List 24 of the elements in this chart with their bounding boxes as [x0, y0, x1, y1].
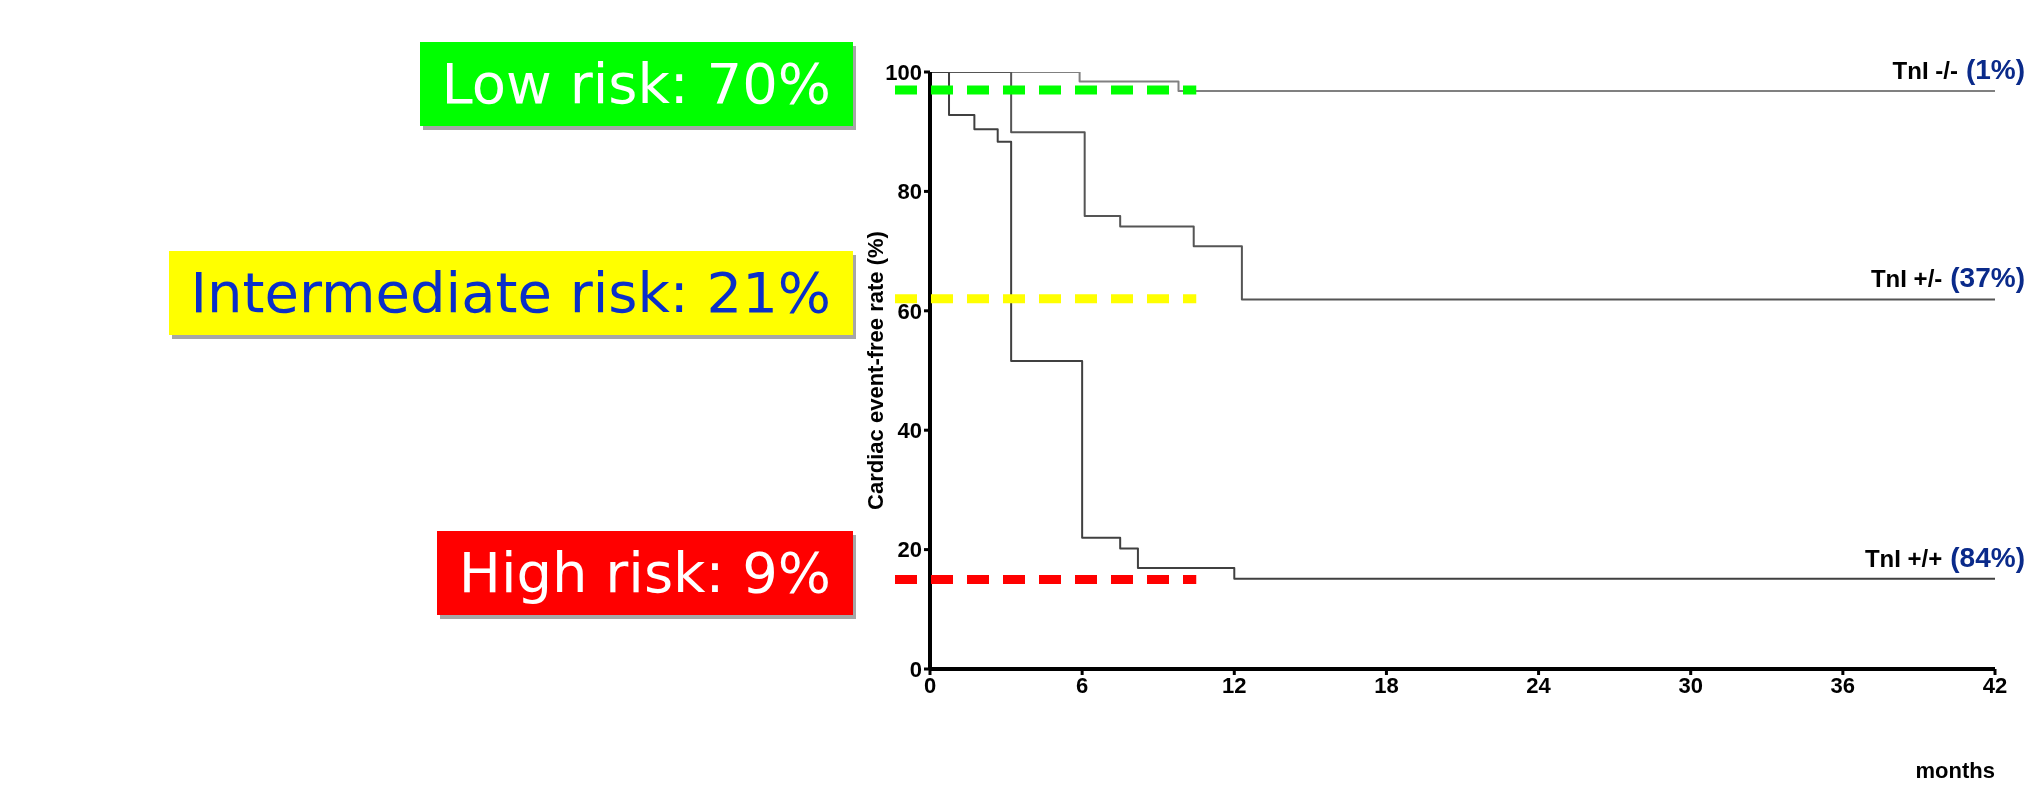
x-tick-label: 42: [1982, 672, 2008, 698]
annotation: (37%): [1950, 262, 2025, 294]
series-label: TnI +/+: [1864, 544, 1943, 572]
x-tick-label: 12: [1222, 672, 1247, 698]
y-tick-label: 100: [885, 59, 922, 85]
text: Intermediate risk: 21%: [168, 250, 853, 335]
x-tick-label: 24: [1526, 672, 1552, 698]
y-axis-title: Cardiac event-free rate (%): [863, 231, 888, 510]
y-tick-label: 0: [909, 656, 922, 682]
x-tick-label: 6: [1076, 672, 1089, 698]
annotation: (84%): [1950, 541, 2025, 573]
y-tick-label: 80: [897, 179, 922, 205]
text: Low risk: 70%: [419, 41, 853, 126]
x-tick-label: 18: [1374, 672, 1399, 698]
x-tick-label: 30: [1678, 672, 1703, 698]
x-axis-title: months: [1915, 758, 1995, 783]
x-tick-label: 36: [1830, 672, 1856, 698]
y-tick-label: 60: [897, 298, 922, 324]
text: High risk: 9%: [436, 531, 853, 616]
series-label: TnI +/-: [1870, 265, 1943, 293]
y-tick-label: 20: [897, 537, 922, 563]
series-label: TnI -/-: [1892, 57, 1958, 85]
annotation: (1%): [1965, 54, 2025, 86]
y-tick-label: 40: [897, 418, 922, 444]
